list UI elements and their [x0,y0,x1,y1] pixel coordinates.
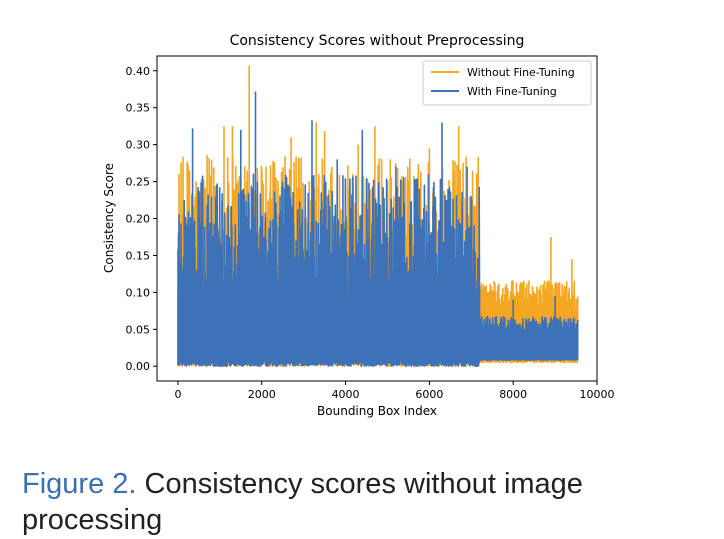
y-tick-label: 0.15 [126,249,151,262]
x-tick-label: 10000 [580,388,615,401]
x-tick-label: 2000 [248,388,276,401]
y-tick-label: 0.30 [126,139,151,152]
x-tick-label: 8000 [499,388,527,401]
legend-box [422,60,592,106]
figure-caption-label: Figure 2. [22,468,137,500]
series-line-with-fine-tuning [177,91,579,367]
y-tick-label: 0.35 [126,102,151,115]
x-tick-label: 6000 [415,388,443,401]
legend-label-with-fine-tuning: With Fine-Tuning [467,85,557,98]
y-tick-label: 0.10 [126,286,151,299]
legend-label-without-fine-tuning: Without Fine-Tuning [467,66,575,79]
y-axis: 0.00 0.05 0.10 0.15 0.20 0.25 0.30 0.35 0.40 [126,65,157,373]
chart-title: Consistency Scores without Preprocessing [230,33,525,49]
x-axis: 0 2000 4000 6000 8000 10000 [174,381,615,401]
chart: Consistency Scores without Preprocessing… [102,33,615,418]
y-tick-label: 0.40 [126,65,151,78]
x-axis-label: Bounding Box Index [317,404,437,418]
y-tick-label: 0.00 [126,360,151,373]
x-tick-label: 4000 [332,388,360,401]
figure-caption: Figure 2. Consistency scores without ima… [22,466,712,538]
x-tick-label: 0 [174,388,181,401]
y-tick-label: 0.20 [126,213,151,226]
legend: Without Fine-Tuning With Fine-Tuning [422,60,592,106]
y-tick-label: 0.05 [126,323,151,336]
y-axis-label: Consistency Score [102,163,116,273]
series-layer [177,65,579,367]
y-tick-label: 0.25 [126,176,151,189]
figure-caption-text: Consistency scores without image process… [22,468,583,536]
